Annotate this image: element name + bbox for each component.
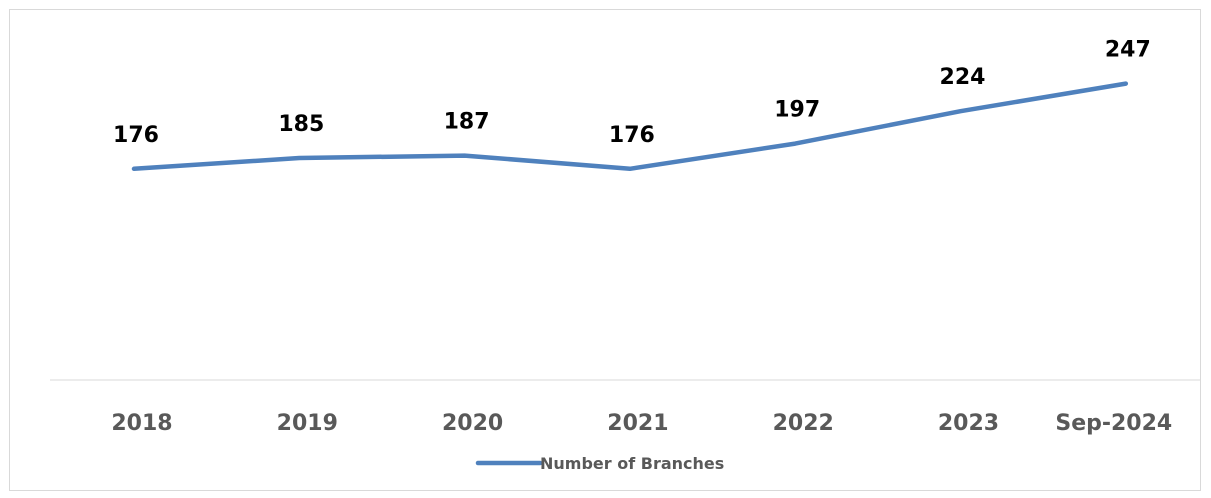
series-line-number-of-branches: [131, 81, 1129, 172]
legend: Number of Branches: [475, 454, 724, 473]
data-label: 187: [444, 110, 490, 135]
x-tick-label: 2020: [442, 411, 503, 436]
x-tick-label: 2018: [111, 411, 172, 436]
chart-frame: [9, 9, 1201, 491]
x-tick-label: 2021: [607, 411, 668, 436]
data-label: 197: [774, 98, 820, 123]
data-label: 176: [609, 123, 655, 148]
data-label: 247: [1105, 38, 1151, 63]
data-label: 185: [278, 112, 324, 137]
legend-label: Number of Branches: [540, 454, 724, 473]
x-axis-tick-labels: 2018 2019 2020 2021 2022 2023 Sep-2024: [111, 411, 1172, 436]
x-tick-label: 2022: [773, 411, 834, 436]
data-label: 224: [940, 65, 986, 90]
x-tick-label: 2019: [277, 411, 338, 436]
x-tick-label: Sep-2024: [1055, 411, 1172, 436]
data-label: 176: [113, 123, 159, 148]
series-layer: [131, 81, 1129, 172]
x-tick-label: 2023: [938, 411, 999, 436]
data-labels: 176 185 187 176 197 224 247: [113, 38, 1151, 148]
